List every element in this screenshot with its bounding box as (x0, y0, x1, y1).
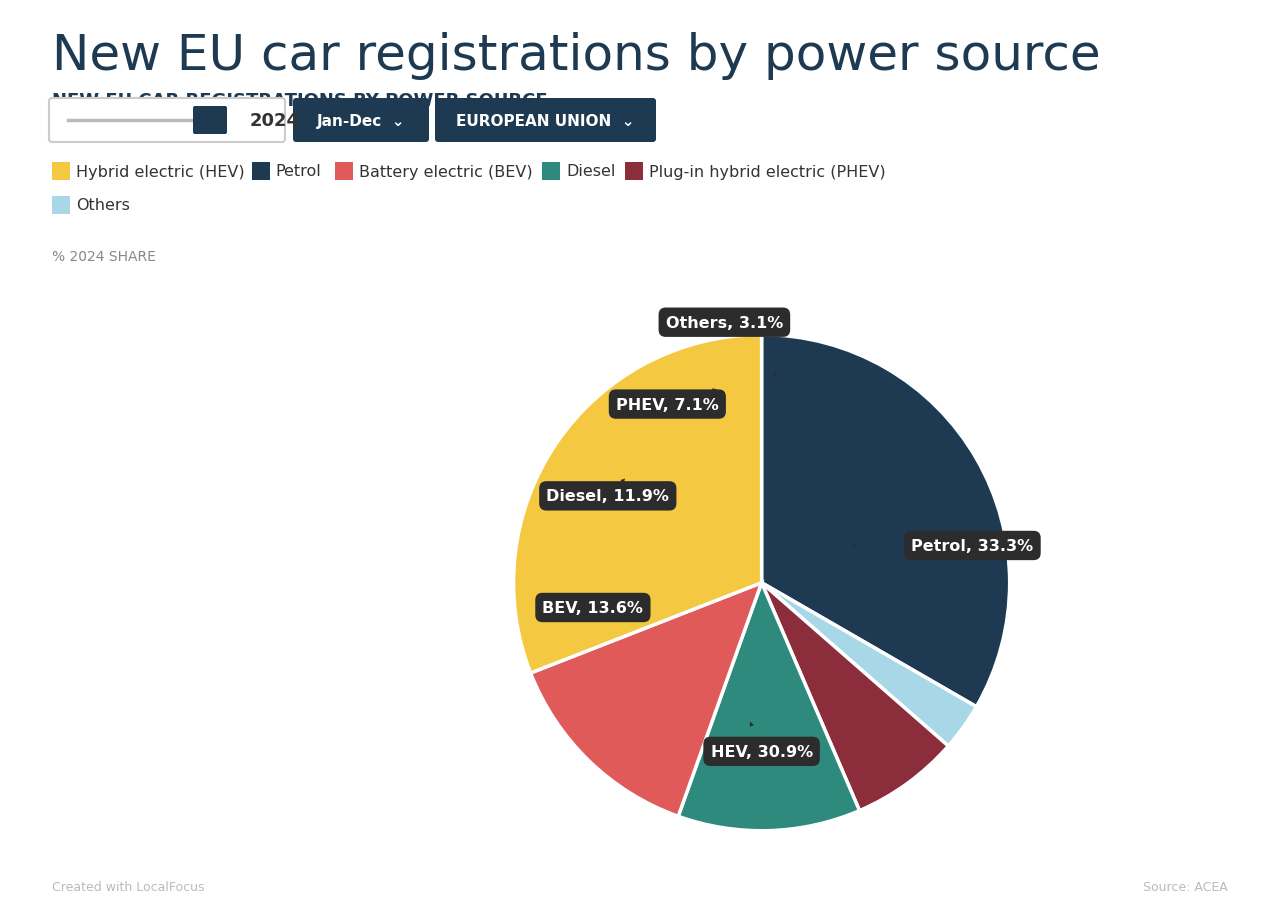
Text: New EU car registrations by power source: New EU car registrations by power source (52, 32, 1101, 80)
Text: Battery electric (BEV): Battery electric (BEV) (358, 164, 532, 179)
Text: BEV, 13.6%: BEV, 13.6% (543, 598, 644, 615)
FancyBboxPatch shape (543, 163, 561, 180)
Text: HEV, 30.9%: HEV, 30.9% (710, 722, 813, 759)
Text: Jan-Dec  ⌄: Jan-Dec ⌄ (316, 113, 406, 128)
Text: NEW EU CAR REGISTRATIONS BY POWER SOURCE: NEW EU CAR REGISTRATIONS BY POWER SOURCE (52, 92, 548, 110)
Text: Diesel, 11.9%: Diesel, 11.9% (547, 479, 669, 504)
Text: Created with LocalFocus: Created with LocalFocus (52, 880, 205, 893)
Text: Petrol: Petrol (275, 164, 321, 179)
Text: 2024: 2024 (250, 112, 300, 130)
Text: Others: Others (76, 199, 129, 213)
Text: Others, 3.1%: Others, 3.1% (666, 315, 783, 378)
Text: PHEV, 7.1%: PHEV, 7.1% (616, 389, 718, 412)
Wedge shape (678, 583, 859, 831)
Text: Diesel: Diesel (566, 164, 616, 179)
Wedge shape (513, 335, 762, 673)
FancyBboxPatch shape (52, 163, 70, 180)
FancyBboxPatch shape (49, 99, 285, 143)
Text: Hybrid electric (HEV): Hybrid electric (HEV) (76, 164, 244, 179)
FancyBboxPatch shape (334, 163, 352, 180)
Wedge shape (762, 583, 977, 746)
FancyBboxPatch shape (625, 163, 643, 180)
Text: % 2024 SHARE: % 2024 SHARE (52, 250, 156, 263)
FancyBboxPatch shape (293, 99, 429, 143)
FancyBboxPatch shape (435, 99, 657, 143)
FancyBboxPatch shape (193, 107, 227, 135)
FancyBboxPatch shape (52, 197, 70, 215)
Text: EUROPEAN UNION  ⌄: EUROPEAN UNION ⌄ (456, 113, 635, 128)
FancyBboxPatch shape (252, 163, 270, 180)
Wedge shape (762, 335, 1010, 707)
Text: Source: ACEA: Source: ACEA (1143, 880, 1228, 893)
Text: Plug-in hybrid electric (PHEV): Plug-in hybrid electric (PHEV) (649, 164, 886, 179)
Wedge shape (531, 583, 762, 816)
Text: Petrol, 33.3%: Petrol, 33.3% (851, 538, 1033, 553)
Wedge shape (762, 583, 948, 811)
